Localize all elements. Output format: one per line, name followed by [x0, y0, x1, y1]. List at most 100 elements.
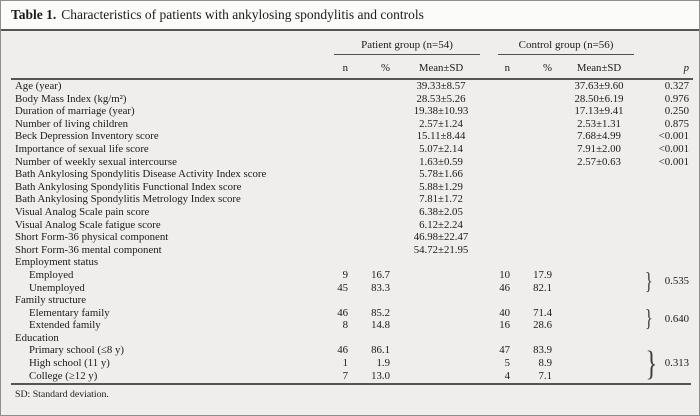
table-row: High school (11 y) 1 1.9 5 8.9 — [11, 357, 693, 370]
control-mean-cell — [555, 370, 643, 383]
brace-spacer-cell — [643, 294, 657, 307]
patient-pct-cell — [351, 79, 393, 93]
control-pct-cell — [513, 244, 555, 257]
p-value-cell — [657, 294, 693, 307]
control-n-cell — [489, 294, 513, 307]
control-pct-cell — [513, 193, 555, 206]
row-label: Unemployed — [29, 281, 85, 294]
p-value-header: p — [683, 61, 690, 74]
patient-pct-cell — [351, 93, 393, 106]
brace-icon: } — [644, 268, 653, 295]
control-pct-cell — [513, 332, 555, 345]
control-n-cell — [489, 130, 513, 143]
patient-mean-cell — [393, 294, 489, 307]
brace-spacer-cell — [643, 193, 657, 206]
patient-n-cell: 1 — [342, 357, 348, 370]
patient-pct-cell — [351, 105, 393, 118]
control-n-cell — [489, 79, 513, 93]
characteristics-table: Patient group (n=54) Control group (n=56… — [11, 33, 694, 383]
control-mean-cell — [555, 219, 643, 232]
table-row: Number of weekly sexual intercourse 1.63±… — [11, 156, 693, 169]
patient-pct-cell — [351, 130, 393, 143]
brace-spacer-cell — [643, 219, 657, 232]
control-mean-cell — [555, 269, 643, 282]
control-mean-cell — [555, 181, 643, 194]
brace-spacer-cell — [643, 181, 657, 194]
control-n-cell — [489, 219, 513, 232]
table-row: College (≥12 y) 7 13.0 4 7.1 — [11, 370, 693, 383]
table-header: Patient group (n=54) Control group (n=56… — [11, 33, 694, 79]
table-row: Beck Depression Inventory score 15.11±8.4… — [11, 130, 693, 143]
p-value-cell — [657, 256, 693, 269]
control-mean-cell — [555, 307, 643, 320]
brace-spacer-cell — [643, 231, 657, 244]
patient-n-cell: 9 — [342, 268, 348, 281]
patient-n-cell: 46 — [337, 306, 348, 319]
row-label: Short Form-36 mental component — [15, 243, 162, 256]
control-pct-cell — [513, 130, 555, 143]
table-row: Bath Ankylosing Spondylitis Functional I… — [11, 181, 693, 194]
patient-mean-cell — [393, 282, 489, 295]
p-value-cell: <0.001 — [658, 155, 690, 168]
grouped-p-value: } 0.535 — [643, 270, 693, 294]
brace-spacer-cell — [643, 143, 657, 156]
patient-n-cell — [325, 93, 351, 106]
patient-n-header: n — [342, 61, 348, 74]
table-title: Table 1. Characteristics of patients wit… — [1, 1, 699, 31]
table-footnote: SD: Standard deviation. — [11, 383, 691, 400]
control-mean-cell: 17.13±9.41 — [574, 105, 624, 118]
p-value-cell — [657, 193, 693, 206]
control-pct-cell — [513, 156, 555, 169]
table-row: Visual Analog Scale pain score 6.38±2.05 — [11, 206, 693, 219]
patient-mean-cell — [393, 344, 489, 357]
patient-pct-cell: 85.2 — [371, 306, 390, 319]
patient-n-cell: 45 — [337, 281, 348, 294]
patient-n-cell: 7 — [342, 369, 348, 382]
control-n-cell — [489, 105, 513, 118]
patient-pct-cell — [351, 294, 393, 307]
table-row: Body Mass Index (kg/m²) 28.53±5.26 28.50±6… — [11, 93, 693, 106]
control-n-cell — [489, 168, 513, 181]
brace-spacer-cell — [643, 332, 657, 345]
p-value-cell — [657, 219, 693, 232]
control-pct-cell — [513, 206, 555, 219]
row-label: Primary school (≤8 y) — [29, 344, 124, 357]
patient-mean-cell: 46.98±22.47 — [413, 231, 469, 244]
patient-pct-cell — [351, 143, 393, 156]
control-pct-cell: 82.1 — [533, 281, 553, 294]
control-mean-cell — [555, 294, 643, 307]
control-pct-cell: 7.1 — [538, 369, 553, 382]
p-value-cell — [657, 181, 693, 194]
brace-icon: } — [644, 306, 653, 332]
row-label: Bath Ankylosing Spondylitis Functional I… — [15, 180, 242, 193]
row-label: Elementary family — [29, 306, 110, 319]
row-label: Number of weekly sexual intercourse — [15, 155, 177, 168]
brace-spacer-cell — [643, 93, 657, 106]
patient-mean-cell: 1.63±0.59 — [419, 155, 463, 168]
table-row: Employed 9 16.7 10 17.9} 0.535 — [11, 268, 693, 294]
empty-cell — [11, 57, 325, 79]
table-row: Education — [11, 332, 693, 345]
patient-mean-cell — [393, 332, 489, 345]
patient-pct-cell — [351, 332, 393, 345]
patient-mean-cell: 2.57±1.24 — [419, 117, 463, 130]
patient-pct-cell: 14.8 — [371, 319, 390, 332]
row-label: Employed — [29, 268, 74, 281]
control-pct-cell — [513, 105, 555, 118]
table-row: Family structure — [11, 294, 693, 307]
row-label: Extended family — [29, 319, 101, 332]
p-value: 0.640 — [664, 312, 690, 325]
control-pct-cell — [513, 181, 555, 194]
patient-mean-cell: 5.78±1.66 — [419, 168, 463, 181]
p-value-cell: 0.327 — [664, 80, 690, 92]
brace-spacer-cell — [643, 156, 657, 169]
control-mean-cell — [555, 357, 643, 370]
control-pct-cell: 8.9 — [538, 357, 553, 370]
brace-spacer-cell — [643, 206, 657, 219]
row-label: Family structure — [15, 294, 87, 307]
control-mean-cell: 2.57±0.63 — [577, 155, 621, 168]
row-label: Education — [15, 331, 59, 344]
p-value: 0.313 — [664, 357, 690, 370]
row-label: Age (year) — [15, 80, 62, 92]
patient-n-cell — [325, 206, 351, 219]
